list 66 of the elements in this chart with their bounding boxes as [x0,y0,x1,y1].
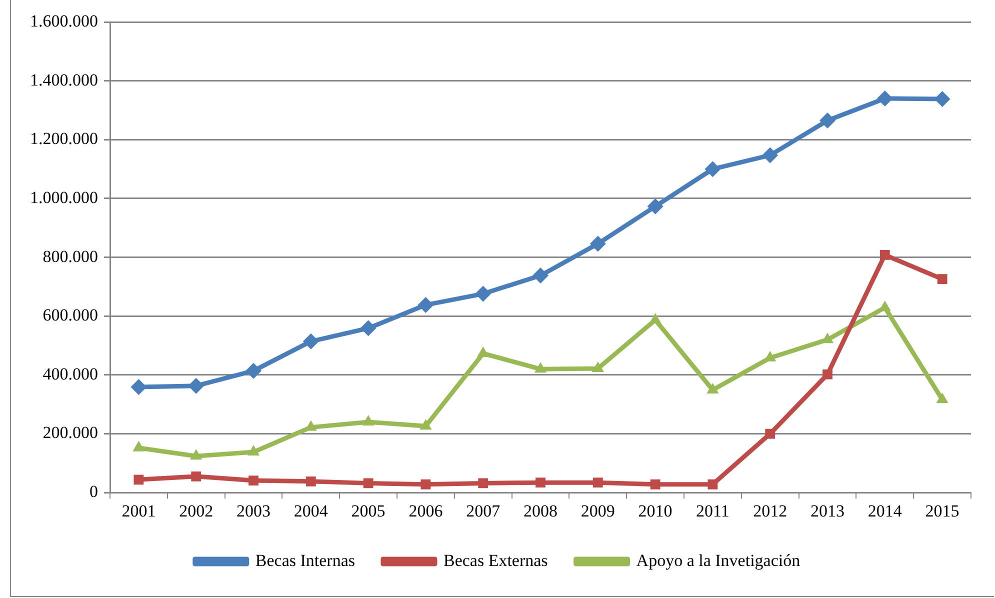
x-tick-label: 2011 [696,501,730,520]
point [306,476,316,486]
point [191,471,202,482]
point [765,428,776,439]
x-tick-label: 2012 [753,501,788,520]
x-tick-label: 2002 [179,501,214,520]
y-tick-label: 600.000 [42,306,98,325]
point [246,362,262,379]
y-tick-label: 1.600.000 [30,11,98,30]
point [590,236,606,252]
point [363,478,374,488]
point [936,392,948,404]
point [934,91,950,108]
point [247,445,260,456]
point [880,250,890,260]
y-tick-label: 1.000.000 [30,188,98,207]
x-tick-label: 2006 [408,501,443,520]
legend-label: Apoyo a la Invetigación [636,550,801,570]
point [876,90,893,106]
point [650,479,660,490]
point [475,286,492,302]
point [420,419,432,430]
x-tick-label: 2004 [294,501,328,520]
x-tick-label: 2010 [638,501,672,520]
x-tick-label: 2013 [810,501,844,520]
point [592,478,603,488]
point [592,361,604,372]
point [130,379,147,396]
x-tick-label: 2001 [122,501,156,520]
point [420,479,431,490]
point [536,478,546,488]
x-tick-label: 2008 [524,501,558,520]
y-tick-label: 800.000 [42,246,98,266]
point [188,378,204,394]
point [706,382,719,394]
x-tick-label: 2015 [925,501,960,520]
point [937,274,948,284]
x-tick-label: 2005 [351,501,386,520]
y-tick-label: 0 [90,482,98,502]
y-tick-label: 400.000 [42,364,98,384]
point [704,161,721,178]
x-tick-label: 2014 [868,501,902,520]
point [647,198,664,214]
point [248,476,258,486]
y-tick-label: 1.400.000 [30,70,98,90]
x-tick-label: 2007 [466,501,501,520]
x-tick-label: 2003 [236,501,270,520]
legend-label: Becas Internas [255,550,355,570]
point [820,112,836,129]
legend-label: Becas Externas [443,550,548,570]
point [822,369,832,380]
point [362,415,374,426]
point [302,333,319,350]
point [478,478,488,488]
y-tick-label: 1.200.000 [30,129,98,148]
point [132,440,145,452]
x-tick-label: 2009 [580,501,615,520]
point [534,362,547,373]
point [134,474,144,485]
y-tick-label: 200.000 [42,423,98,442]
point [762,147,778,164]
point [190,449,202,460]
point [532,268,548,284]
point [708,479,718,490]
point [418,296,434,313]
point [360,320,376,336]
